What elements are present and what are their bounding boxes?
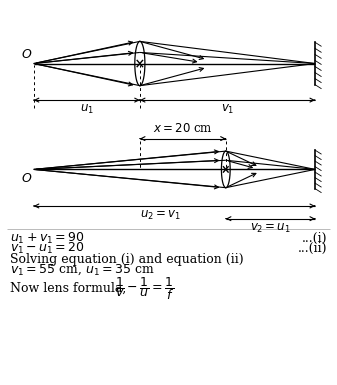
Text: $v_1 - u_1 = 20$: $v_1 - u_1 = 20$: [10, 241, 85, 256]
Text: $v_2 = u_1$: $v_2 = u_1$: [250, 222, 291, 235]
Text: $O$: $O$: [21, 172, 32, 185]
Text: Now lens formula,: Now lens formula,: [10, 282, 130, 295]
Text: $u_1$: $u_1$: [80, 103, 94, 116]
Text: ...(ii): ...(ii): [297, 242, 327, 255]
Text: $v_1$: $v_1$: [221, 103, 234, 116]
Text: $v_1 = 55$ cm, $u_1 = 35$ cm: $v_1 = 55$ cm, $u_1 = 35$ cm: [10, 262, 155, 277]
Text: $u_1 + v_1 = 90$: $u_1 + v_1 = 90$: [10, 231, 85, 246]
Text: Solving equation (i) and equation (ii): Solving equation (i) and equation (ii): [10, 253, 244, 266]
Text: $x = 20$ cm: $x = 20$ cm: [153, 122, 213, 135]
Text: $\dfrac{1}{v} - \dfrac{1}{u} = \dfrac{1}{f}$: $\dfrac{1}{v} - \dfrac{1}{u} = \dfrac{1}…: [115, 275, 175, 302]
Text: $u_2 = v_1$: $u_2 = v_1$: [141, 209, 181, 222]
Text: ...(i): ...(i): [301, 232, 327, 245]
Text: $O$: $O$: [21, 48, 32, 61]
